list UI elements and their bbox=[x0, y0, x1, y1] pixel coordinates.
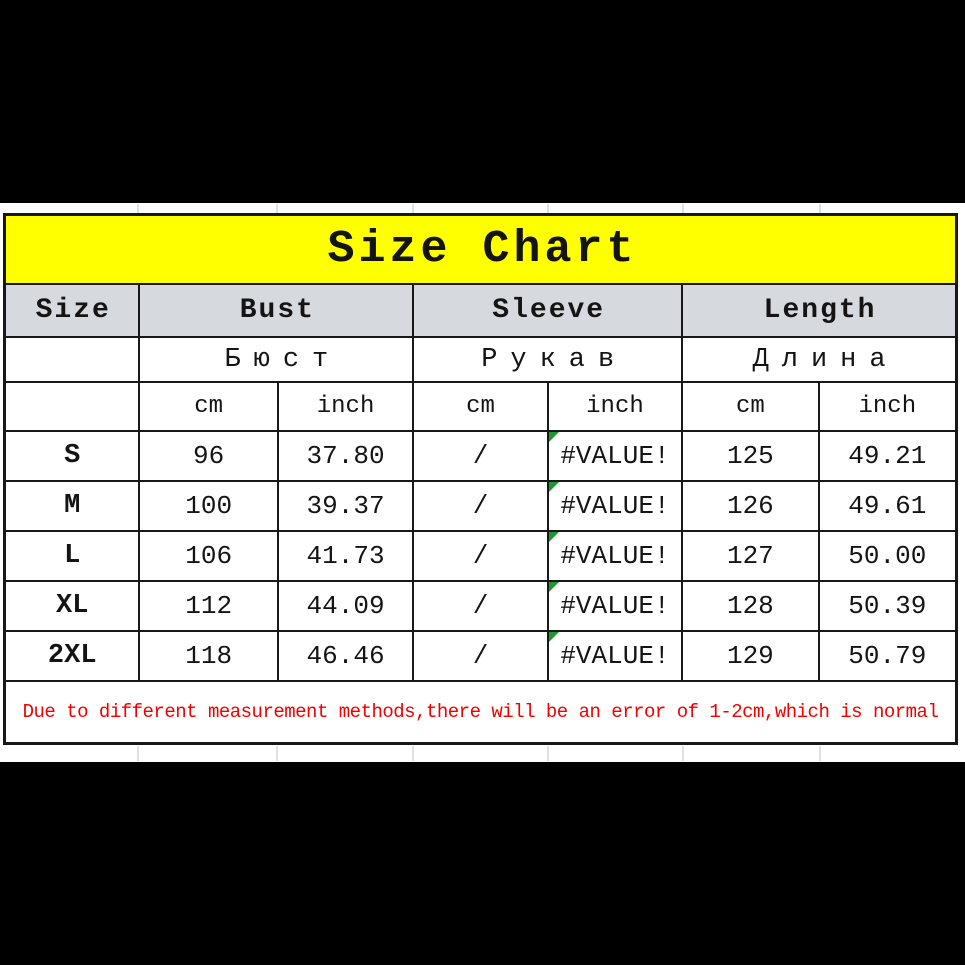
size-label: L bbox=[6, 532, 139, 580]
unit-header-bust-inch: inch bbox=[278, 383, 413, 430]
sleeve-inch-cell: #VALUE! bbox=[548, 632, 682, 680]
empty-cell bbox=[6, 383, 139, 430]
unit-header-length-cm: cm bbox=[683, 383, 818, 430]
length-cm-cell: 126 bbox=[683, 482, 818, 530]
length-cm-cell: 127 bbox=[683, 532, 818, 580]
gridline-stub bbox=[276, 746, 278, 761]
unit-header-sleeve-inch: inch bbox=[548, 383, 682, 430]
gridline-stub bbox=[819, 204, 821, 213]
translation-sleeve: Рукав bbox=[414, 338, 682, 381]
size-label: XL bbox=[6, 582, 139, 630]
error-value: #VALUE! bbox=[560, 591, 670, 621]
bust-cm-cell: 106 bbox=[140, 532, 277, 580]
sleeve-cm-cell: / bbox=[414, 432, 547, 480]
bust-inch-cell: 44.09 bbox=[278, 582, 413, 630]
gridline-stub bbox=[547, 204, 549, 213]
error-value: #VALUE! bbox=[560, 441, 670, 471]
sleeve-cm-cell: / bbox=[414, 632, 547, 680]
length-inch-cell: 50.39 bbox=[819, 582, 955, 630]
column-header-size: Size bbox=[6, 285, 139, 336]
bust-inch-cell: 41.73 bbox=[278, 532, 413, 580]
length-cm-cell: 125 bbox=[683, 432, 818, 480]
sleeve-inch-cell: #VALUE! bbox=[548, 432, 682, 480]
column-header-length: Length bbox=[683, 285, 955, 336]
error-value: #VALUE! bbox=[560, 541, 670, 571]
length-inch-cell: 50.79 bbox=[819, 632, 955, 680]
sleeve-cm-cell: / bbox=[414, 532, 547, 580]
error-corner-icon bbox=[548, 432, 559, 442]
length-inch-cell: 49.21 bbox=[819, 432, 955, 480]
error-corner-icon bbox=[548, 582, 559, 592]
bust-cm-cell: 100 bbox=[140, 482, 277, 530]
unit-header-bust-cm: cm bbox=[140, 383, 277, 430]
size-label: M bbox=[6, 482, 139, 530]
sleeve-inch-cell: #VALUE! bbox=[548, 532, 682, 580]
size-chart-title: Size Chart bbox=[6, 216, 955, 283]
measurement-note: Due to different measurement methods,the… bbox=[6, 682, 955, 742]
translation-bust: Бюст bbox=[140, 338, 413, 381]
length-inch-cell: 50.00 bbox=[819, 532, 955, 580]
gridline-stub bbox=[412, 204, 414, 213]
column-header-bust: Bust bbox=[140, 285, 413, 336]
unit-header-sleeve-cm: cm bbox=[414, 383, 547, 430]
gridline-stub bbox=[412, 746, 414, 761]
sleeve-cm-cell: / bbox=[414, 582, 547, 630]
sleeve-inch-cell: #VALUE! bbox=[548, 582, 682, 630]
error-corner-icon bbox=[548, 632, 559, 642]
unit-header-length-inch: inch bbox=[819, 383, 955, 430]
bust-cm-cell: 96 bbox=[140, 432, 277, 480]
gridline-stub bbox=[137, 204, 139, 213]
bust-inch-cell: 46.46 bbox=[278, 632, 413, 680]
bust-inch-cell: 39.37 bbox=[278, 482, 413, 530]
bust-cm-cell: 118 bbox=[140, 632, 277, 680]
size-label: 2XL bbox=[6, 632, 139, 680]
error-corner-icon bbox=[548, 482, 559, 492]
error-corner-icon bbox=[548, 532, 559, 542]
length-cm-cell: 129 bbox=[683, 632, 818, 680]
bust-inch-cell: 37.80 bbox=[278, 432, 413, 480]
gridline-stub bbox=[819, 746, 821, 761]
sleeve-cm-cell: / bbox=[414, 482, 547, 530]
error-value: #VALUE! bbox=[560, 491, 670, 521]
translation-length: Длина bbox=[683, 338, 955, 381]
size-chart-table: Size Chart Size Bust Sleeve Length Бюст … bbox=[3, 213, 958, 745]
length-cm-cell: 128 bbox=[683, 582, 818, 630]
column-header-sleeve: Sleeve bbox=[414, 285, 682, 336]
size-chart-panel: Size Chart Size Bust Sleeve Length Бюст … bbox=[0, 203, 965, 762]
gridline-stub bbox=[137, 746, 139, 761]
length-inch-cell: 49.61 bbox=[819, 482, 955, 530]
size-label: S bbox=[6, 432, 139, 480]
gridline-stub bbox=[682, 746, 684, 761]
empty-cell bbox=[6, 338, 139, 381]
bust-cm-cell: 112 bbox=[140, 582, 277, 630]
error-value: #VALUE! bbox=[560, 641, 670, 671]
gridline-stub bbox=[682, 204, 684, 213]
gridline-stub bbox=[547, 746, 549, 761]
sleeve-inch-cell: #VALUE! bbox=[548, 482, 682, 530]
gridline-stub bbox=[276, 204, 278, 213]
